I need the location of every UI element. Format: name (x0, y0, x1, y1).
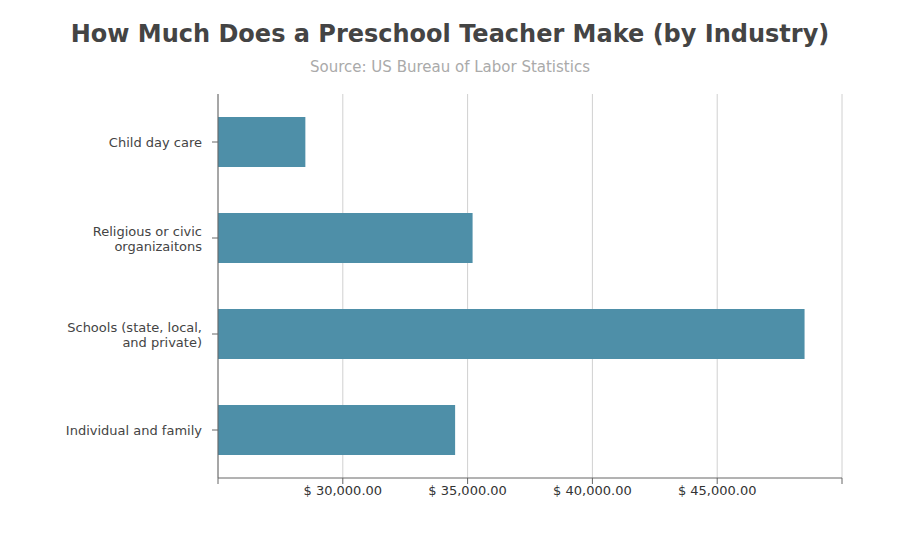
svg-text:Religious or civicorganizaiton: Religious or civicorganizaitons (93, 223, 203, 253)
svg-text:Individual and family: Individual and family (66, 423, 202, 438)
svg-text:Schools (state, local,and priv: Schools (state, local,and private) (67, 319, 202, 349)
svg-text:$ 30,000.00: $ 30,000.00 (304, 483, 383, 498)
html-text:How Much Does a Preschool Teac: How Much Does a Preschool Teacher Make (… (70, 20, 830, 48)
svg-text:Child day care: Child day care (109, 135, 202, 150)
html-text:Source: US Bureau of Labor Sta: Source: US Bureau of Labor Statistics (310, 58, 590, 76)
svg-text:$ 40,000.00: $ 40,000.00 (553, 483, 632, 498)
svg-text:$ 45,000.00: $ 45,000.00 (678, 483, 757, 498)
svg-text:$ 35,000.00: $ 35,000.00 (428, 483, 507, 498)
